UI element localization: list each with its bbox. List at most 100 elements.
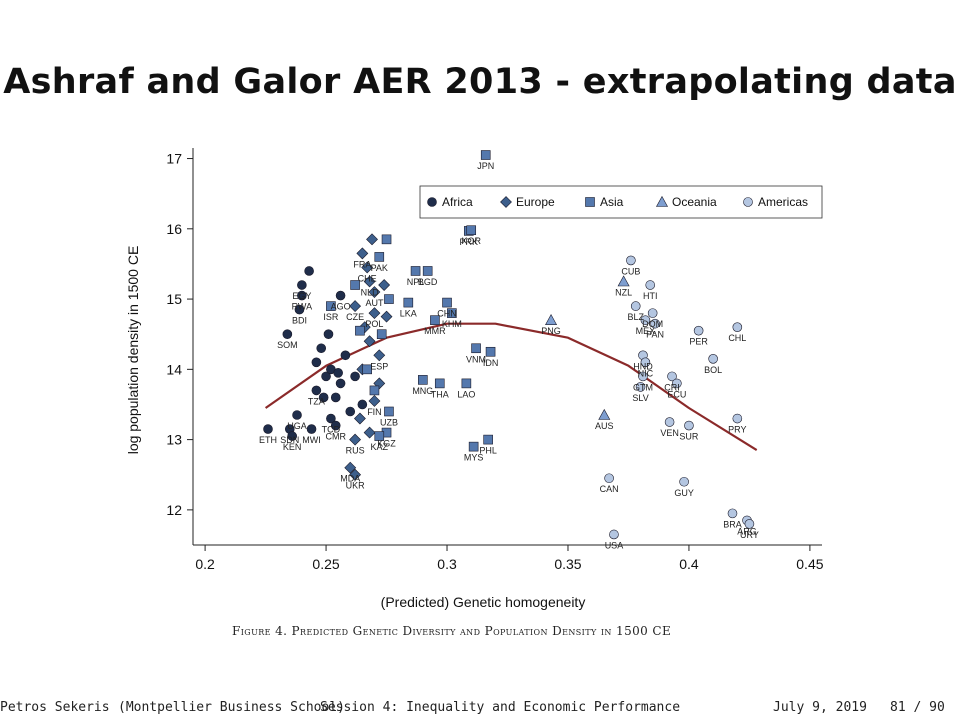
slide-title: Ashraf and Galor AER 2013 - extrapolatin… [3,62,957,102]
point-label: IDN [483,358,499,368]
data-point-americas [645,280,656,290]
data-point-asia [471,343,481,354]
point-label: MYS [464,453,484,463]
data-point-africa [330,392,341,403]
legend-box [419,185,823,219]
data-point-americas [640,315,651,325]
data-point-asia [461,378,472,389]
x-tick-label: 0.45 [796,556,823,572]
data-points [263,150,755,540]
data-point-asia [468,441,479,452]
data-point-asia [480,150,491,160]
point-label: PAN [646,330,664,340]
y-tick-label: 12 [166,502,182,518]
x-tick-label: 0.3 [437,556,457,572]
x-tick-label: 0.35 [554,556,581,572]
data-point-europe [368,286,381,298]
point-label: VNM [466,354,486,364]
y-tick-label: 17 [166,151,182,167]
point-label: CHL [728,333,746,343]
x-axis-label: (Predicted) Genetic homogeneity [381,594,586,610]
data-point-americas [727,508,738,519]
point-label: CZE [346,312,364,322]
data-point-europe [373,349,386,362]
point-label: AUS [595,421,614,431]
point-label: TZA [308,396,325,406]
data-point-europe [349,300,362,313]
point-label: DOM [642,319,663,329]
y-tick-label: 16 [166,221,182,237]
point-label: PRY [728,425,746,435]
data-point-americas [664,417,675,427]
data-point-africa [297,280,307,290]
footer-session: Session 4: Inequality and Economic Perfo… [320,700,681,715]
data-point-asia [418,375,428,385]
point-label: POL [365,319,383,329]
data-point-africa [311,357,322,368]
chart-legend: Africa Europe Asia Oceania Americas [419,185,823,219]
legend-marker-asia [585,197,595,207]
point-label: UZB [380,417,398,427]
data-point-africa [292,410,302,420]
chart-axes: 0.2 0.25 0.3 0.35 0.4 0.45 12 13 14 15 16 17 [166,148,824,572]
point-label: MEX [636,326,656,336]
legend-label: Oceania [672,195,717,209]
point-label: CRI [664,382,680,392]
point-label: HTI [643,291,658,301]
point-label: ESP [370,361,388,371]
data-point-asia [355,325,365,336]
point-label: MNG [412,386,433,396]
point-label: PRK [460,237,479,247]
data-point-africa [350,371,360,382]
point-label: ECU [667,389,686,399]
data-point-europe [378,279,391,291]
point-label: PAK [371,263,388,273]
point-label: KGZ [377,439,396,449]
data-point-africa [306,424,317,434]
point-label: UGA [287,421,307,431]
point-label: BOL [704,365,722,375]
data-point-europe [361,261,374,274]
data-point-africa [311,385,322,396]
point-label: PHL [479,446,497,456]
point-label: KOR [461,236,481,246]
data-point-asia [362,364,372,375]
data-point-americas [744,519,755,529]
point-label: USA [605,540,624,550]
data-point-asia [403,297,414,308]
data-point-asia [350,280,360,290]
data-point-americas [604,473,614,484]
point-label: BDI [292,316,307,326]
point-label: THA [431,389,449,399]
point-label: LKA [400,309,417,319]
point-label: NIC [638,368,654,378]
point-label: SLV [632,393,648,403]
data-point-africa [335,290,346,301]
data-point-americas [672,378,682,389]
y-tick-label: 14 [166,361,182,377]
data-point-americas [693,325,704,336]
data-point-asia [447,308,457,318]
y-axis-label: log population density in 1500 CE [125,246,141,455]
point-label: ARG [737,526,757,536]
legend-label: Africa [442,195,473,209]
y-tick-label: 15 [166,291,182,307]
data-point-americas [684,420,694,431]
data-point-americas [647,308,658,318]
point-label: VEN [660,428,679,438]
data-point-americas [732,413,743,424]
legend-marker-oceania [655,195,669,207]
data-point-africa [345,406,356,417]
point-label: CHN [437,309,457,319]
x-tick-label: 0.2 [195,556,215,572]
data-point-americas [732,322,743,332]
point-label: CHE [358,273,377,283]
point-label: NZL [615,288,632,298]
point-label: ETH [259,435,277,445]
data-point-asia [376,329,387,340]
point-label: PNG [541,326,561,336]
data-point-europe [368,307,381,320]
data-point-europe [354,412,366,425]
data-point-africa [321,371,331,382]
